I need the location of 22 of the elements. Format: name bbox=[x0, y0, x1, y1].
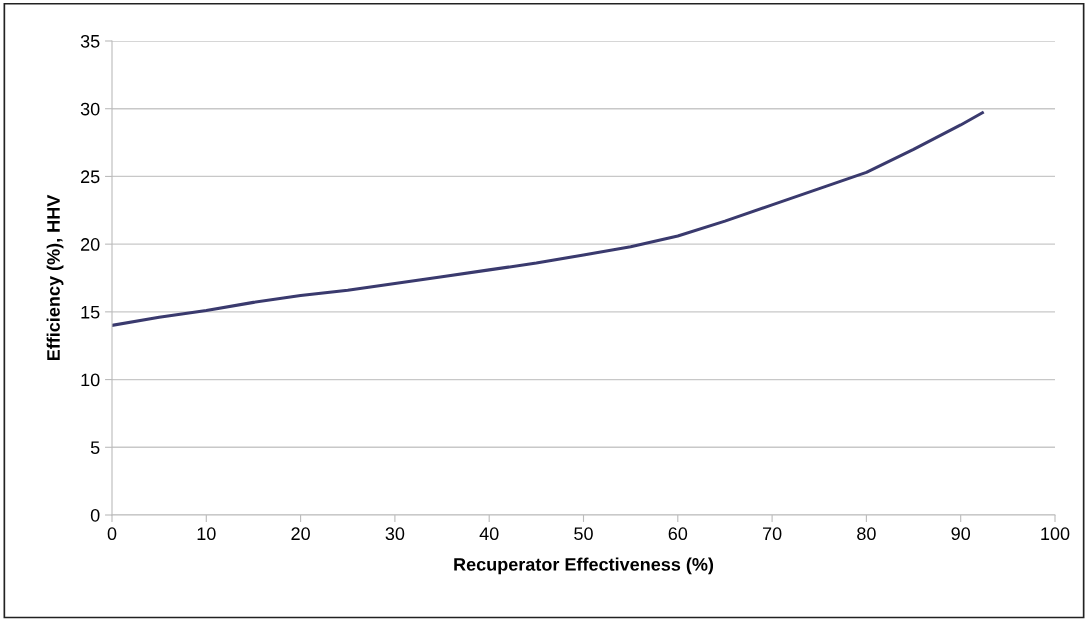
line-series bbox=[112, 111, 984, 327]
y-tick-label: 20 bbox=[81, 238, 100, 251]
x-tick-label: 60 bbox=[668, 527, 688, 541]
x-axis-title: Recuperator Effectiveness (%) bbox=[454, 557, 714, 575]
y-tick-label: 15 bbox=[81, 305, 100, 319]
x-tick-label: 50 bbox=[574, 527, 593, 541]
x-tick-label: 10 bbox=[197, 527, 216, 541]
y-axis-title: Efficiency (%), HHV bbox=[46, 194, 64, 361]
x-tick-label: 80 bbox=[857, 527, 876, 541]
x-tick-label: 0 bbox=[107, 527, 117, 541]
x-tick-label: 40 bbox=[479, 527, 499, 541]
y-tick-label: 5 bbox=[90, 441, 100, 455]
x-tick-label: 100 bbox=[1041, 527, 1070, 541]
y-tick-label: 25 bbox=[81, 170, 100, 184]
y-tick-label: 0 bbox=[90, 508, 100, 522]
x-tick-label: 20 bbox=[291, 527, 310, 541]
x-tick-label: 30 bbox=[385, 527, 405, 541]
x-tick-label: 70 bbox=[762, 527, 782, 541]
y-tick-label: 35 bbox=[80, 34, 100, 48]
y-tick-label: 10 bbox=[81, 373, 100, 387]
y-tick-label: 30 bbox=[80, 102, 100, 116]
x-tick-label: 90 bbox=[951, 527, 971, 541]
